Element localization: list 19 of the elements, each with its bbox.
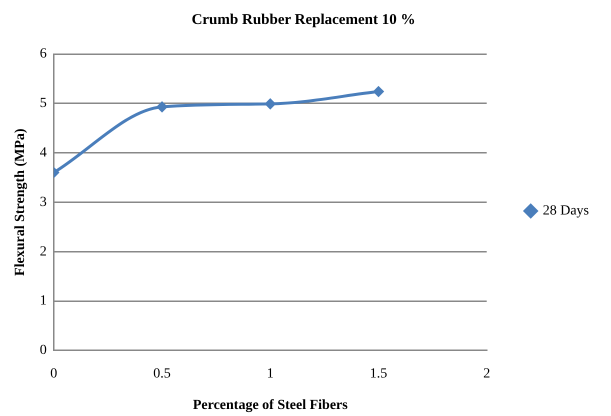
y-tick-label: 4 [40, 145, 47, 160]
x-tick-label: 1.5 [370, 366, 388, 382]
y-tick-label: 0 [40, 343, 47, 358]
y-tick-label: 1 [40, 294, 47, 309]
y-tick-label: 2 [40, 244, 47, 260]
point [372, 86, 384, 98]
chart-title: Crumb Rubber Replacement 10 % [192, 12, 416, 28]
x-tick-label: 1 [266, 366, 274, 382]
legend-label: 28 Days [542, 204, 590, 219]
y-tick-label: 3 [40, 194, 47, 210]
y-tick-label: 6 [40, 46, 47, 62]
point [156, 101, 168, 112]
y-tick-label: 5 [40, 96, 47, 112]
x-tick-label: 2 [483, 366, 490, 382]
y-axis-title: Flexural Strength (MPa) [13, 128, 28, 276]
x-axis-title: Percentage of Steel Fibers [192, 398, 348, 414]
x-tick-label: 0.5 [153, 366, 171, 382]
x-tick-label: 0 [50, 366, 58, 382]
point [264, 98, 276, 110]
